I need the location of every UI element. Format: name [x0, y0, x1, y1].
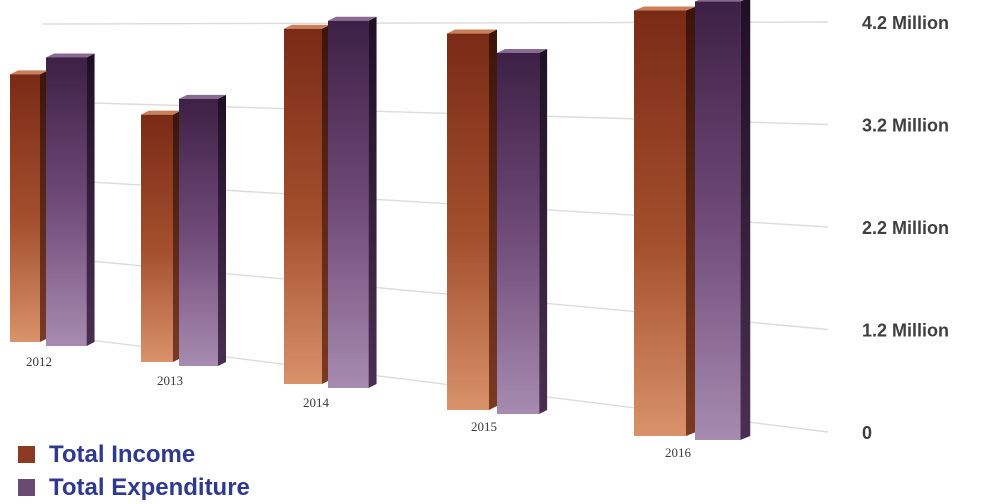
bar-expenditure-2012 [46, 57, 87, 346]
bar-expenditure-top [695, 0, 744, 2]
legend-swatch-income [18, 446, 35, 463]
bar-income-2016 [634, 10, 686, 436]
bar-expenditure-side [740, 0, 751, 440]
bar-expenditure-top [179, 94, 226, 99]
legend-label-expenditure: Total Expenditure [49, 473, 250, 501]
y-tick-label: 4.2 Million [862, 13, 949, 33]
legend-item-expenditure: Total Expenditure [18, 471, 250, 504]
bar-expenditure-side [218, 94, 226, 366]
x-tick-label: 2012 [26, 354, 52, 369]
legend-label-income: Total Income [49, 440, 196, 468]
bar-expenditure-2016 [695, 1, 741, 440]
legend: Total Income Total Expenditure [18, 438, 250, 504]
legend-swatch-expenditure [18, 479, 35, 496]
bar-income-top [141, 110, 181, 115]
y-tick-label: 0 [862, 423, 872, 443]
bar-expenditure-side [368, 16, 377, 388]
bar-expenditure-2013 [179, 98, 218, 366]
bar-income-2012 [10, 74, 40, 342]
legend-item-income: Total Income [18, 438, 250, 471]
axis-labels: 4.2 Million 3.2 Million 2.2 Million 1.2 Mil… [26, 13, 949, 460]
x-tick-label: 2015 [471, 419, 497, 434]
bars [10, 0, 751, 440]
bar-income-top [634, 6, 696, 11]
bar-income-side [489, 29, 497, 410]
y-tick-label: 2.2 Million [862, 218, 949, 238]
x-tick-label: 2016 [665, 445, 692, 460]
bar-income-top [284, 24, 330, 29]
bar-expenditure-side [86, 53, 95, 346]
bar-income-top [447, 29, 497, 34]
bar-income-2015 [447, 33, 489, 410]
bar-income-2013 [141, 114, 173, 362]
bar-expenditure-2015 [497, 52, 540, 415]
bar-expenditure-side [539, 48, 548, 415]
bar-income-top [10, 70, 48, 75]
bar-expenditure-top [46, 53, 95, 58]
bar-income-side [686, 6, 696, 436]
bar-income-2014 [284, 28, 322, 385]
bar-expenditure-top [328, 16, 377, 21]
bar-expenditure-2014 [328, 20, 369, 388]
x-tick-label: 2013 [157, 373, 183, 388]
y-tick-label: 1.2 Million [862, 321, 949, 341]
y-tick-label: 3.2 Million [862, 116, 949, 136]
bar-expenditure-top [497, 48, 548, 53]
x-tick-label: 2014 [303, 395, 330, 410]
